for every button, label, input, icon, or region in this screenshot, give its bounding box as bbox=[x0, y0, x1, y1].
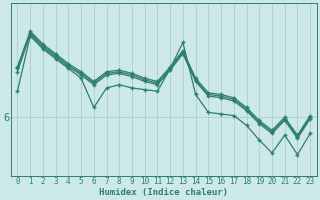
X-axis label: Humidex (Indice chaleur): Humidex (Indice chaleur) bbox=[99, 188, 228, 197]
